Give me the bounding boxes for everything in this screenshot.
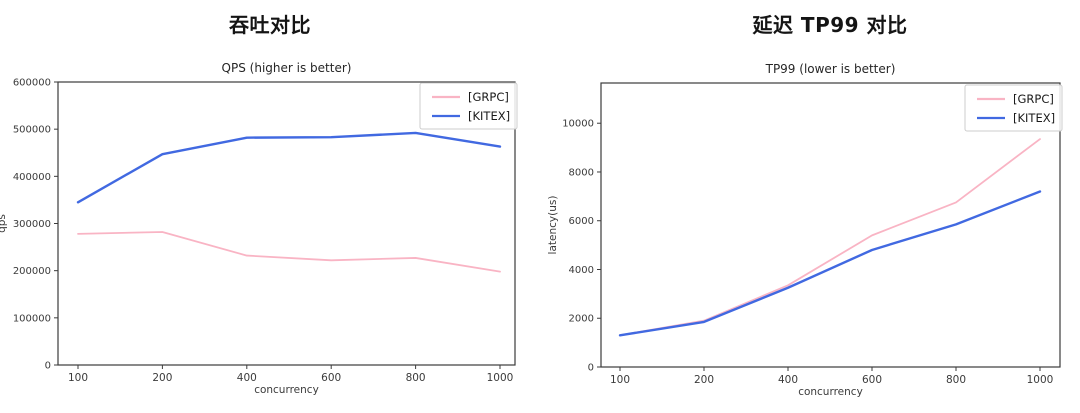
legend-box bbox=[419, 82, 518, 130]
y-tick-label: 6000 bbox=[569, 216, 594, 227]
y-axis-label: latency(us) bbox=[547, 196, 559, 255]
tp99-line-chart: TP99 (lower is better) 0 2000 4000 6000 8000 1… bbox=[547, 62, 1063, 398]
x-axis-label: concurrency bbox=[254, 384, 319, 396]
y-tick-label: 200000 bbox=[13, 266, 51, 277]
y-tick-label: 600000 bbox=[13, 78, 51, 89]
x-tick-label: 800 bbox=[406, 372, 426, 384]
y-tick-label: 400000 bbox=[13, 172, 51, 183]
series-line-kitex bbox=[76, 131, 502, 204]
series-line-grpc bbox=[619, 138, 1041, 337]
y-tick-label: 100000 bbox=[13, 313, 51, 324]
y-tick-label: 300000 bbox=[13, 219, 51, 230]
x-tick-label: 200 bbox=[152, 372, 172, 384]
legend-label: [GRPC] bbox=[468, 90, 509, 104]
x-tick-label: 600 bbox=[862, 374, 882, 386]
y-tick-label: 8000 bbox=[569, 167, 594, 178]
chart-subtitle: TP99 (lower is better) bbox=[765, 62, 896, 76]
series-line-grpc bbox=[77, 231, 501, 273]
x-tick-label: 1000 bbox=[1027, 374, 1054, 386]
throughput-figure: 吞吐对比 QPS (higher is better) 0 100000 200000… bbox=[0, 12, 518, 396]
y-tick-label: 0 bbox=[45, 361, 51, 372]
x-tick-label: 1000 bbox=[487, 372, 514, 384]
series-line-kitex bbox=[618, 190, 1042, 337]
latency-figure-title: 延迟 TP99 对比 bbox=[752, 12, 908, 37]
throughput-figure-title: 吞吐对比 bbox=[229, 12, 311, 37]
x-axis-label: concurrency bbox=[798, 386, 863, 398]
chart-subtitle: QPS (higher is better) bbox=[222, 61, 352, 75]
legend-label: [KITEX] bbox=[468, 109, 510, 123]
plot-border bbox=[600, 82, 1061, 368]
x-tick-label: 100 bbox=[610, 374, 630, 386]
x-tick-label: 400 bbox=[237, 372, 257, 384]
x-tick-label: 100 bbox=[68, 372, 88, 384]
y-axis-label: qps bbox=[0, 214, 8, 233]
y-tick-label: 2000 bbox=[569, 314, 594, 325]
legend-label: [GRPC] bbox=[1013, 92, 1054, 106]
x-tick-label: 800 bbox=[946, 374, 966, 386]
legend-label: [KITEX] bbox=[1013, 111, 1055, 125]
latency-figure: 延迟 TP99 对比 TP99 (lower is better) 0 2000 40… bbox=[540, 0, 1080, 413]
x-tick-label: 400 bbox=[778, 374, 798, 386]
legend-box bbox=[964, 84, 1063, 132]
y-tick-label: 500000 bbox=[13, 125, 51, 136]
x-tick-label: 200 bbox=[694, 374, 714, 386]
qps-line-chart: QPS (higher is better) 0 100000 200000 30000… bbox=[0, 61, 518, 396]
y-tick-label: 4000 bbox=[569, 265, 594, 276]
x-tick-label: 600 bbox=[321, 372, 341, 384]
y-tick-label: 10000 bbox=[562, 119, 594, 130]
y-tick-label: 0 bbox=[588, 363, 594, 374]
